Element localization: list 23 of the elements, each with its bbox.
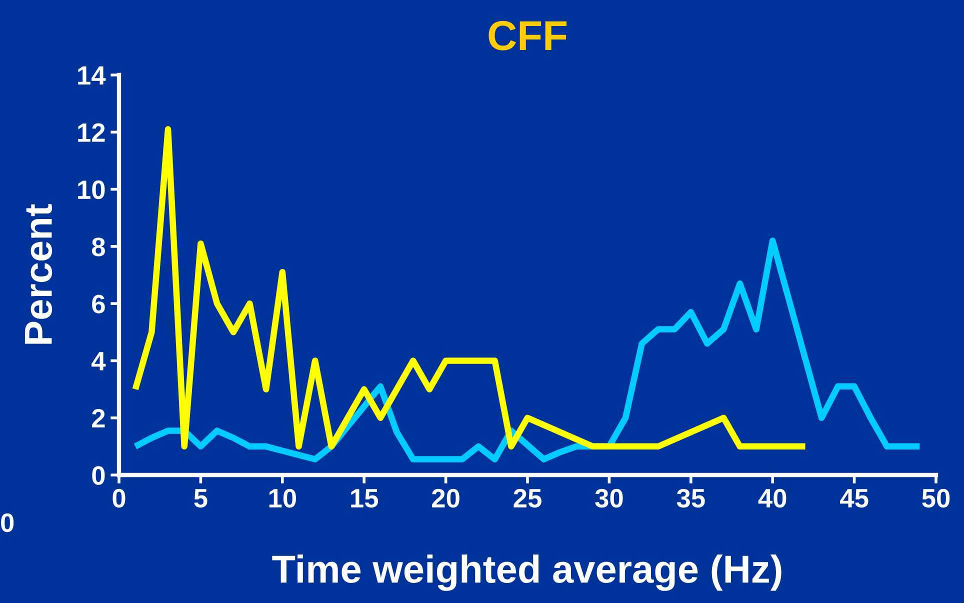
x-tick-label: 30 xyxy=(595,488,623,508)
x-tick-label: 25 xyxy=(514,488,542,508)
y-tick-label: 12 xyxy=(78,123,105,142)
text: 0 xyxy=(1,513,14,532)
y-tick-label: 4 xyxy=(92,352,106,370)
y-tick-label: 6 xyxy=(92,294,105,314)
x-axis-title: Time weighted average (Hz) xyxy=(272,554,782,591)
chart-title: CFF xyxy=(488,20,566,50)
x-tick-label: 5 xyxy=(194,489,208,508)
y-axis-title: Percent xyxy=(24,204,52,344)
x-tick-label: 40 xyxy=(758,488,786,508)
y-tick-label: 0 xyxy=(92,466,105,485)
x-tick-label: 20 xyxy=(432,488,460,508)
x-tick-label: 35 xyxy=(676,488,705,508)
x-tick-label: 0 xyxy=(112,488,126,508)
y-tick-label: 10 xyxy=(78,180,105,200)
x-tick-label: 10 xyxy=(269,488,296,508)
x-tick-label: 50 xyxy=(922,488,950,508)
y-tick-label: 2 xyxy=(92,408,105,428)
x-tick-label: 15 xyxy=(351,489,378,508)
y-tick-label: 14 xyxy=(78,66,106,85)
x-tick-label: 45 xyxy=(840,489,868,508)
y-tick-label: 8 xyxy=(92,238,105,256)
